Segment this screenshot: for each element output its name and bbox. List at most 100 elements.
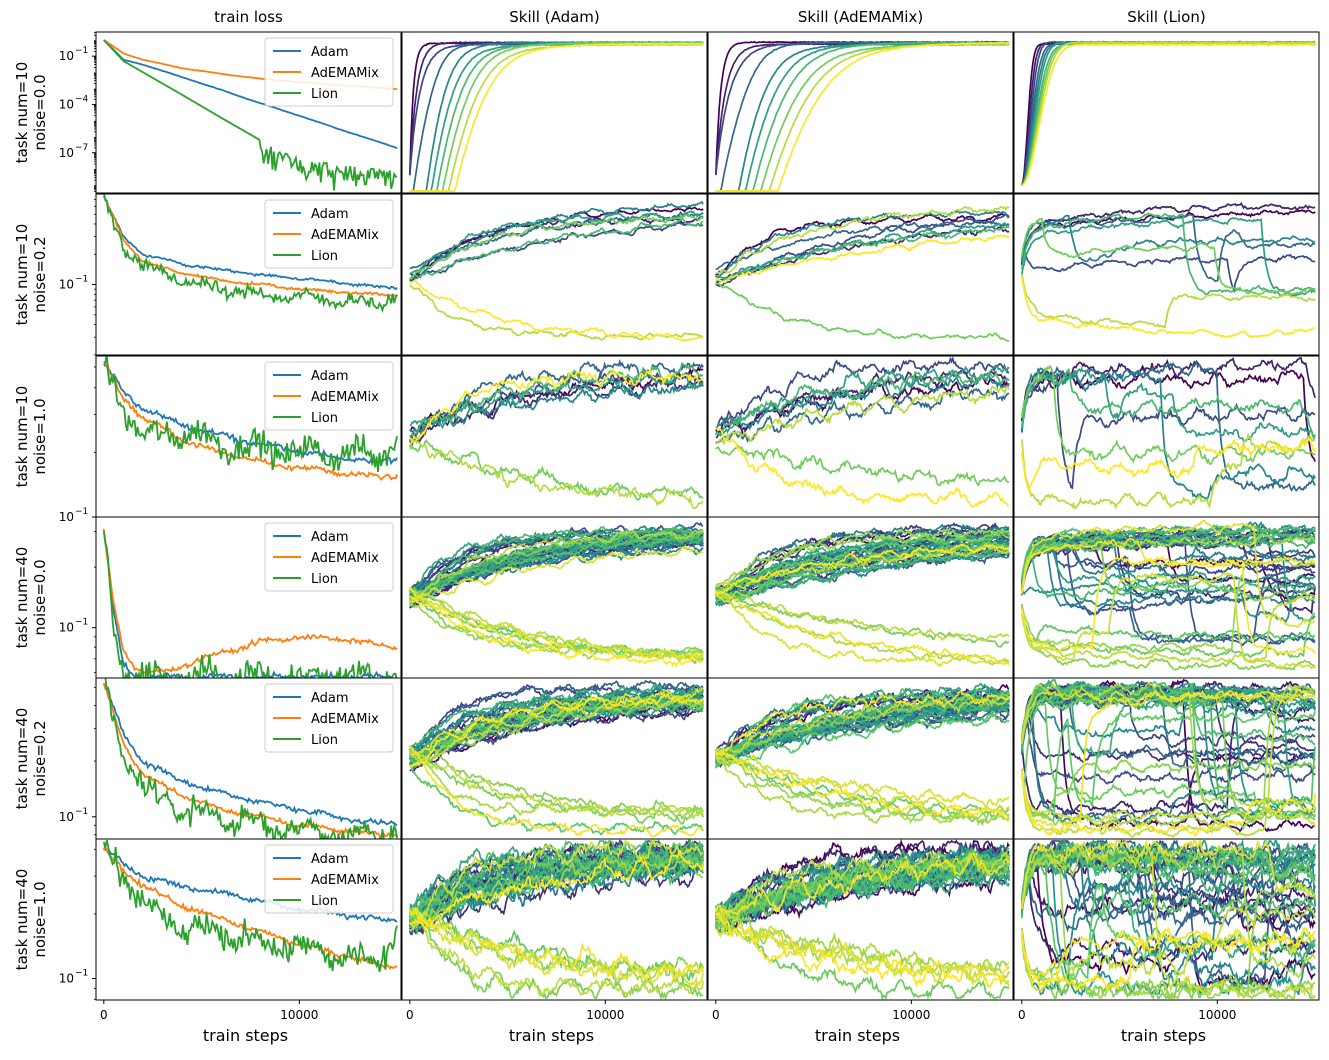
skill-line xyxy=(715,747,1010,815)
column-title: Skill (Adam) xyxy=(509,8,600,26)
skill-line xyxy=(1020,543,1316,601)
legend-entry: AdEMAMix xyxy=(311,390,379,405)
skill-line xyxy=(409,855,704,933)
skill-lines xyxy=(1020,519,1316,671)
skill-line xyxy=(1020,214,1316,263)
skill-line xyxy=(1020,535,1316,644)
skill-line xyxy=(715,369,1010,436)
legend-entry: AdEMAMix xyxy=(311,228,379,243)
skill-line xyxy=(409,686,704,756)
skill-line xyxy=(1020,366,1316,442)
skill-line xyxy=(409,751,704,825)
panel-frame xyxy=(401,31,708,194)
row-label-noise: noise=1.0 xyxy=(31,398,49,474)
y-tick-label: 10 xyxy=(59,510,74,524)
skill-line xyxy=(409,595,704,661)
skill-line xyxy=(1020,217,1316,296)
skill-line xyxy=(1020,537,1316,595)
skill-line xyxy=(715,839,1010,916)
loss-line-adam xyxy=(103,847,398,923)
y-tick-exponent: −1 xyxy=(75,46,88,56)
skill-line xyxy=(409,362,704,438)
legend: Adam AdEMAMix Lion xyxy=(264,199,394,269)
skill-line xyxy=(715,691,1010,757)
skill-line xyxy=(409,590,704,657)
skill-line xyxy=(1020,367,1316,501)
skill-line xyxy=(715,692,1010,763)
skill-line xyxy=(715,590,1010,642)
y-tick-exponent: −1 xyxy=(75,969,88,979)
skill-line xyxy=(715,925,1010,987)
skill-line xyxy=(1020,709,1316,822)
skill-line xyxy=(1020,217,1316,298)
skill-lines xyxy=(408,40,704,192)
row-label-task: task num=10 xyxy=(13,224,31,326)
loss-lines xyxy=(103,356,398,481)
panel-frame xyxy=(1013,838,1320,1001)
skill-line xyxy=(715,427,1010,509)
skill-line xyxy=(715,212,1010,276)
x-tick-label: 10000 xyxy=(1198,1008,1236,1022)
row-label-noise: noise=0.2 xyxy=(31,236,49,312)
skill-line xyxy=(715,367,1010,439)
loss-line-ademamix xyxy=(103,846,398,970)
skill-line xyxy=(1021,42,1316,186)
y-tick-exponent: −1 xyxy=(75,507,88,517)
row-label-noise: noise=0.0 xyxy=(31,74,49,150)
y-tick-label: 10 xyxy=(59,810,74,824)
legend-entry: AdEMAMix xyxy=(311,873,379,888)
skill-line xyxy=(715,687,1010,769)
legend-entry: AdEMAMix xyxy=(311,66,379,81)
skill-line xyxy=(1021,40,1316,186)
legend-entry: Adam xyxy=(311,207,349,222)
skill-lines xyxy=(1020,357,1316,510)
skill-line xyxy=(409,284,704,341)
skill-line xyxy=(409,746,704,839)
skill-line xyxy=(1020,540,1316,587)
skill-line xyxy=(715,210,1010,279)
skill-line xyxy=(1020,850,1316,920)
skill-line xyxy=(715,205,1010,274)
x-axis-label: train steps xyxy=(509,1026,594,1045)
skill-line xyxy=(409,697,704,759)
skill-line xyxy=(715,385,1010,446)
skill-line xyxy=(715,445,1010,487)
skill-line xyxy=(408,40,704,176)
skill-line xyxy=(409,907,704,988)
skill-line xyxy=(409,531,704,603)
skill-line xyxy=(715,388,1010,445)
skill-line xyxy=(715,751,1010,823)
loss-line-ademamix xyxy=(102,528,398,674)
panel-frame xyxy=(1013,31,1320,194)
skill-line xyxy=(1020,686,1316,839)
skill-lines xyxy=(715,356,1010,509)
skill-line xyxy=(409,839,704,929)
skill-line xyxy=(1020,539,1316,644)
skill-line xyxy=(409,911,704,986)
y-tick-exponent: −1 xyxy=(75,807,88,817)
skill-line xyxy=(409,839,704,929)
panel-frame xyxy=(1013,193,1320,356)
skill-line xyxy=(409,692,704,750)
skill-line xyxy=(1021,40,1316,186)
x-tick-label: 0 xyxy=(1018,1008,1026,1022)
skill-line xyxy=(1020,770,1316,838)
x-tick-label: 0 xyxy=(100,1008,108,1022)
y-tick-exponent: −1 xyxy=(75,275,88,285)
legend-entry: Adam xyxy=(311,45,349,60)
skill-line xyxy=(409,210,704,275)
skill-line xyxy=(1020,926,1316,987)
panel-frame xyxy=(95,31,402,194)
skill-line xyxy=(409,213,704,279)
skill-line xyxy=(408,906,704,983)
y-tick-label: 10 xyxy=(59,146,74,160)
skill-line xyxy=(408,439,704,501)
legend-box xyxy=(264,37,394,107)
skill-line xyxy=(715,710,1010,766)
skill-line xyxy=(409,850,704,927)
skill-panel xyxy=(409,521,704,668)
skill-line xyxy=(409,849,704,927)
skill-panel xyxy=(715,356,1010,509)
row-label-noise: noise=0.0 xyxy=(31,559,49,635)
loss-panel: 10 −1 Adam AdEMAMix Lion xyxy=(59,840,398,1000)
